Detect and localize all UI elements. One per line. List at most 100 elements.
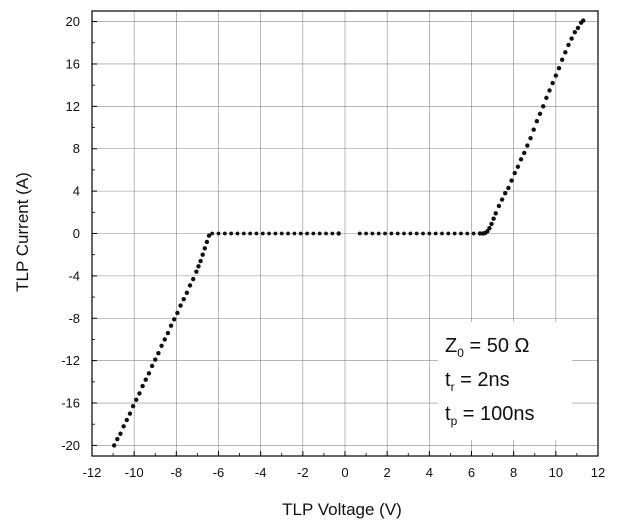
data-point [191, 276, 196, 282]
data-point [506, 185, 511, 191]
data-point [204, 239, 210, 245]
data-point [556, 66, 562, 71]
x-tick-label: -8 [171, 465, 183, 480]
y-tick-label: -8 [68, 311, 80, 326]
data-point [162, 337, 167, 342]
data-point [153, 357, 158, 362]
y-axis-label: TLP Current (A) [13, 172, 32, 292]
data-point [168, 323, 174, 328]
data-point [267, 231, 271, 236]
data-point [408, 231, 413, 236]
data-point [222, 231, 227, 236]
annotation-tp: tp = 100ns [445, 403, 535, 428]
data-point [298, 231, 303, 236]
data-point [248, 231, 253, 236]
data-point [115, 436, 120, 442]
x-tick-labels: -12 -10 -8 -6 -4 -2 0 2 4 6 8 10 12 [83, 465, 606, 480]
data-point [491, 216, 496, 221]
data-point [489, 221, 494, 227]
y-tick-labels: -20 -16 -12 -8 -4 0 4 8 12 16 20 [61, 14, 80, 453]
data-point [311, 231, 316, 236]
data-point [389, 231, 394, 236]
data-point [118, 431, 123, 436]
data-point [575, 25, 581, 31]
data-point [216, 231, 221, 236]
y-tick-label: 12 [66, 99, 80, 114]
data-point [563, 50, 568, 55]
data-point [156, 351, 161, 356]
annotation-tr: tr = 2ns [445, 369, 510, 394]
data-point [395, 231, 400, 236]
x-tick-label: -4 [255, 465, 267, 480]
data-point [146, 371, 152, 376]
data-point [200, 252, 205, 257]
x-tick-label: 0 [341, 465, 348, 480]
y-tick-label: 0 [73, 226, 80, 241]
data-point [503, 191, 508, 196]
axis-ticks [91, 21, 599, 456]
data-point [512, 170, 517, 176]
data-point [528, 135, 533, 141]
data-point [130, 404, 136, 409]
data-point [241, 231, 246, 236]
y-tick-label: -12 [61, 353, 80, 368]
x-axis-label: TLP Voltage (V) [282, 500, 402, 519]
data-point [330, 231, 335, 236]
x-tick-label: 12 [591, 465, 605, 480]
data-point [364, 231, 368, 236]
x-tick-label: 4 [426, 465, 433, 480]
data-point [260, 231, 265, 236]
data-point [376, 231, 381, 236]
data-point [499, 197, 505, 202]
data-point [357, 231, 362, 236]
data-point [522, 150, 527, 156]
data-point [229, 231, 234, 236]
data-point [370, 231, 375, 236]
x-tick-label: -12 [83, 465, 102, 480]
data-point [124, 417, 129, 423]
data-point [487, 226, 492, 231]
data-point [178, 303, 183, 308]
x-tick-label: -2 [297, 465, 309, 480]
y-tick-label: -20 [61, 438, 80, 453]
data-point [187, 283, 193, 288]
data-point [305, 231, 309, 236]
data-point [383, 231, 387, 236]
data-point [465, 231, 470, 236]
data-point [496, 203, 502, 209]
data-point [402, 231, 406, 236]
data-point [515, 164, 521, 169]
x-tick-label: -10 [125, 465, 144, 480]
data-point [202, 246, 207, 251]
data-point [143, 377, 148, 382]
x-tick-label: 2 [384, 465, 391, 480]
data-point [175, 310, 180, 316]
data-points [111, 18, 586, 448]
data-point [181, 296, 186, 302]
data-point [336, 231, 341, 236]
data-point [446, 231, 451, 236]
data-point [172, 317, 177, 322]
data-point [165, 330, 171, 336]
test-conditions-annotation: Z0 = 50 Ω tr = 2ns tp = 100ns [438, 322, 572, 440]
data-point [485, 229, 490, 234]
data-point [531, 127, 536, 132]
data-point [544, 95, 549, 101]
data-point [459, 231, 463, 236]
data-point [569, 36, 574, 41]
y-tick-label: 8 [73, 141, 80, 156]
y-tick-label: -4 [68, 268, 80, 283]
data-point [134, 397, 139, 403]
data-point [537, 111, 543, 116]
data-point [566, 42, 571, 48]
data-point [493, 211, 498, 216]
data-point [184, 290, 190, 296]
y-tick-label: 4 [73, 184, 80, 199]
data-point [324, 231, 328, 236]
data-point [206, 233, 212, 238]
y-tick-label: 16 [66, 56, 80, 71]
data-point [235, 231, 240, 236]
data-point [433, 231, 438, 236]
data-point [317, 231, 322, 236]
